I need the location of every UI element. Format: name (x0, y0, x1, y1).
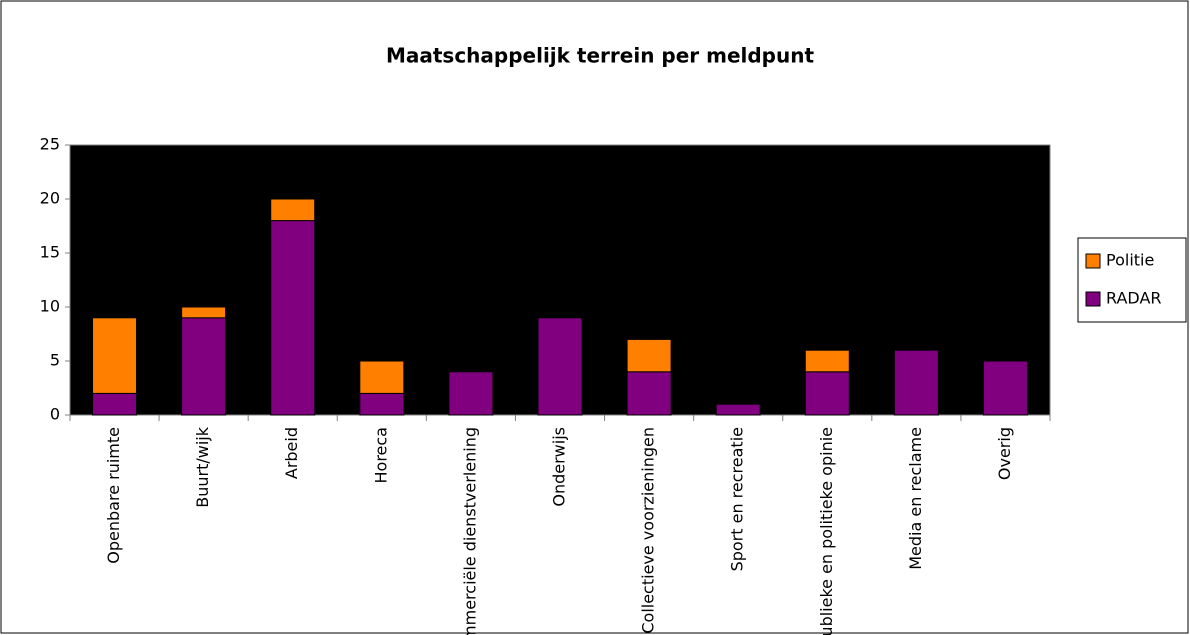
bar-segment (893, 349, 939, 416)
x-tick-label: Collectieve voorzieningen (639, 427, 658, 634)
x-tick-label: Openbare ruimte (104, 427, 123, 564)
y-tick-label: 0 (50, 405, 60, 424)
x-tick-label: Buurt/wijk (193, 426, 212, 507)
bar-segment (448, 371, 494, 416)
x-tick-label: Horeca (371, 427, 390, 484)
bar-segment (270, 220, 316, 416)
x-tick-label: Commerciële dienstverlening (460, 427, 479, 635)
y-tick-label: 15 (40, 243, 60, 262)
bar-segment (626, 338, 672, 373)
bar-segment (804, 349, 850, 373)
legend-box (1077, 237, 1187, 323)
bar-segment (181, 306, 227, 319)
bar-segment (982, 360, 1028, 416)
bar-segment (181, 317, 227, 416)
chart-title: Maatschappelijk terrein per meldpunt (386, 44, 815, 68)
bar-segment (92, 392, 138, 416)
y-tick-label: 25 (40, 135, 60, 154)
x-tick-label: Arbeid (282, 427, 301, 479)
bar-segment (715, 403, 761, 416)
y-tick-label: 10 (40, 297, 60, 316)
x-tick-label: Publieke en politieke opinie (817, 427, 836, 635)
bar-segment (92, 317, 138, 394)
legend-label: Politie (1106, 251, 1154, 270)
bar-segment (626, 371, 672, 416)
bar-segment (537, 317, 583, 416)
x-tick-label: Overig (995, 427, 1014, 480)
x-tick-label: Onderwijs (550, 427, 569, 507)
bar-segment (270, 198, 316, 222)
legend-swatch (1085, 253, 1101, 269)
legend-label: RADAR (1106, 289, 1162, 308)
bar-segment (359, 392, 405, 416)
legend-swatch (1085, 291, 1101, 307)
bar-segment (804, 371, 850, 416)
x-tick-label: Sport en recreatie (728, 427, 747, 571)
bar-segment (359, 360, 405, 394)
y-tick-label: 20 (40, 189, 60, 208)
x-tick-label: Media en reclame (906, 427, 925, 570)
y-tick-label: 5 (50, 351, 60, 370)
